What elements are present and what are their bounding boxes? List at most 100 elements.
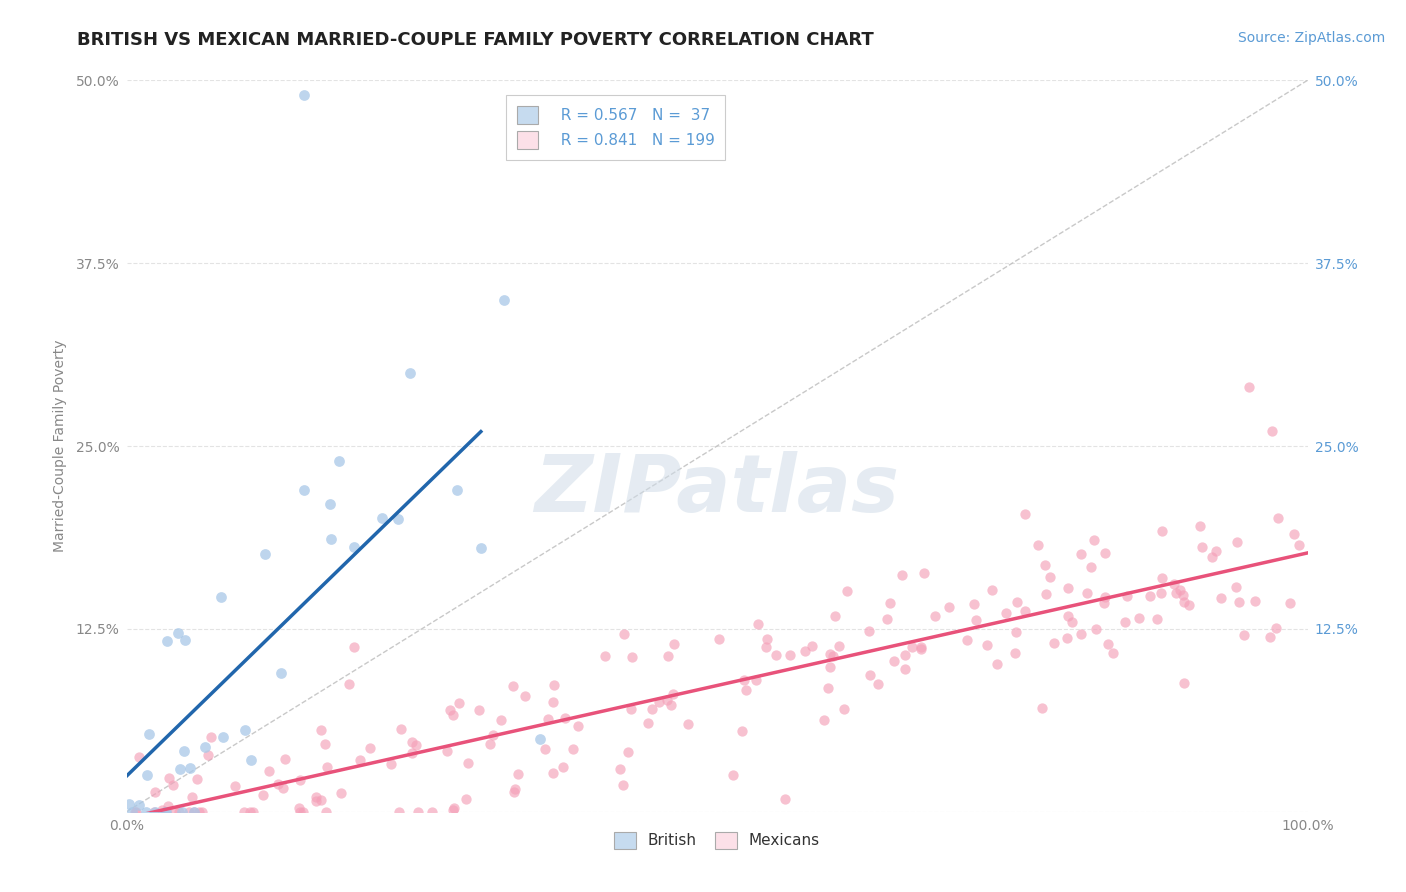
Point [1173, 676, 1195, 690]
Point [1014, 604, 1036, 618]
Point [315, 760, 337, 774]
Point [194, 740, 217, 755]
Point [721, 768, 744, 782]
Point [1076, 586, 1098, 600]
Point [1085, 622, 1108, 636]
Point [731, 724, 754, 739]
Point [637, 716, 659, 731]
Point [513, 689, 536, 703]
Point [1288, 538, 1310, 552]
Point [1258, 630, 1281, 644]
Point [443, 801, 465, 815]
Point [1163, 576, 1185, 591]
Point [1173, 595, 1195, 609]
Point [138, 727, 160, 741]
Point [551, 760, 574, 774]
Point [188, 805, 211, 819]
Point [835, 584, 858, 599]
Point [593, 649, 616, 664]
Legend: British, Mexicans: British, Mexicans [609, 825, 825, 855]
Text: BRITISH VS MEXICAN MARRIED-COUPLE FAMILY POVERTY CORRELATION CHART: BRITISH VS MEXICAN MARRIED-COUPLE FAMILY… [77, 31, 875, 49]
Point [1060, 615, 1083, 629]
Point [304, 794, 326, 808]
Point [405, 738, 427, 752]
Point [794, 644, 817, 658]
Point [457, 756, 479, 770]
Point [1043, 636, 1066, 650]
Point [1244, 593, 1267, 607]
Point [441, 708, 464, 723]
Point [834, 701, 856, 715]
Point [662, 637, 685, 651]
Point [179, 760, 201, 774]
Point [446, 483, 468, 497]
Point [1178, 598, 1201, 612]
Point [447, 697, 470, 711]
Point [620, 650, 643, 665]
Point [314, 737, 336, 751]
Point [183, 805, 205, 819]
Text: Source: ZipAtlas.com: Source: ZipAtlas.com [1237, 31, 1385, 45]
Point [876, 612, 898, 626]
Point [858, 624, 880, 639]
Point [257, 764, 280, 779]
Point [157, 798, 180, 813]
Point [186, 772, 208, 786]
Point [152, 803, 174, 817]
Point [240, 753, 263, 767]
Point [389, 723, 412, 737]
Point [1166, 586, 1188, 600]
Point [1114, 615, 1136, 629]
Point [823, 649, 845, 664]
Point [901, 640, 924, 654]
Point [128, 749, 150, 764]
Point [1056, 631, 1078, 645]
Point [399, 366, 422, 380]
Point [271, 781, 294, 796]
Point [1205, 543, 1227, 558]
Point [1226, 534, 1249, 549]
Point [818, 647, 841, 661]
Point [242, 805, 264, 819]
Point [678, 716, 700, 731]
Point [1279, 596, 1302, 610]
Point [609, 762, 631, 776]
Point [315, 805, 337, 819]
Point [1282, 527, 1305, 541]
Point [292, 805, 315, 819]
Point [177, 805, 200, 819]
Point [661, 687, 683, 701]
Point [1070, 627, 1092, 641]
Point [655, 693, 678, 707]
Point [824, 608, 846, 623]
Point [232, 805, 254, 819]
Point [252, 788, 274, 802]
Point [1097, 637, 1119, 651]
Point [1150, 586, 1173, 600]
Point [343, 540, 366, 554]
Point [1080, 560, 1102, 574]
Point [157, 771, 180, 785]
Point [1237, 380, 1260, 394]
Point [143, 785, 166, 799]
Point [118, 797, 141, 812]
Point [890, 568, 912, 582]
Point [162, 778, 184, 792]
Point [828, 639, 851, 653]
Point [470, 541, 492, 556]
Point [980, 582, 1002, 597]
Point [319, 532, 342, 546]
Point [1083, 533, 1105, 548]
Point [756, 632, 779, 646]
Point [779, 648, 801, 663]
Point [924, 608, 946, 623]
Point [733, 673, 755, 688]
Point [174, 632, 197, 647]
Point [125, 805, 148, 819]
Point [311, 723, 333, 737]
Point [986, 657, 1008, 671]
Point [1026, 538, 1049, 552]
Point [1227, 594, 1250, 608]
Point [1031, 701, 1053, 715]
Point [648, 695, 671, 709]
